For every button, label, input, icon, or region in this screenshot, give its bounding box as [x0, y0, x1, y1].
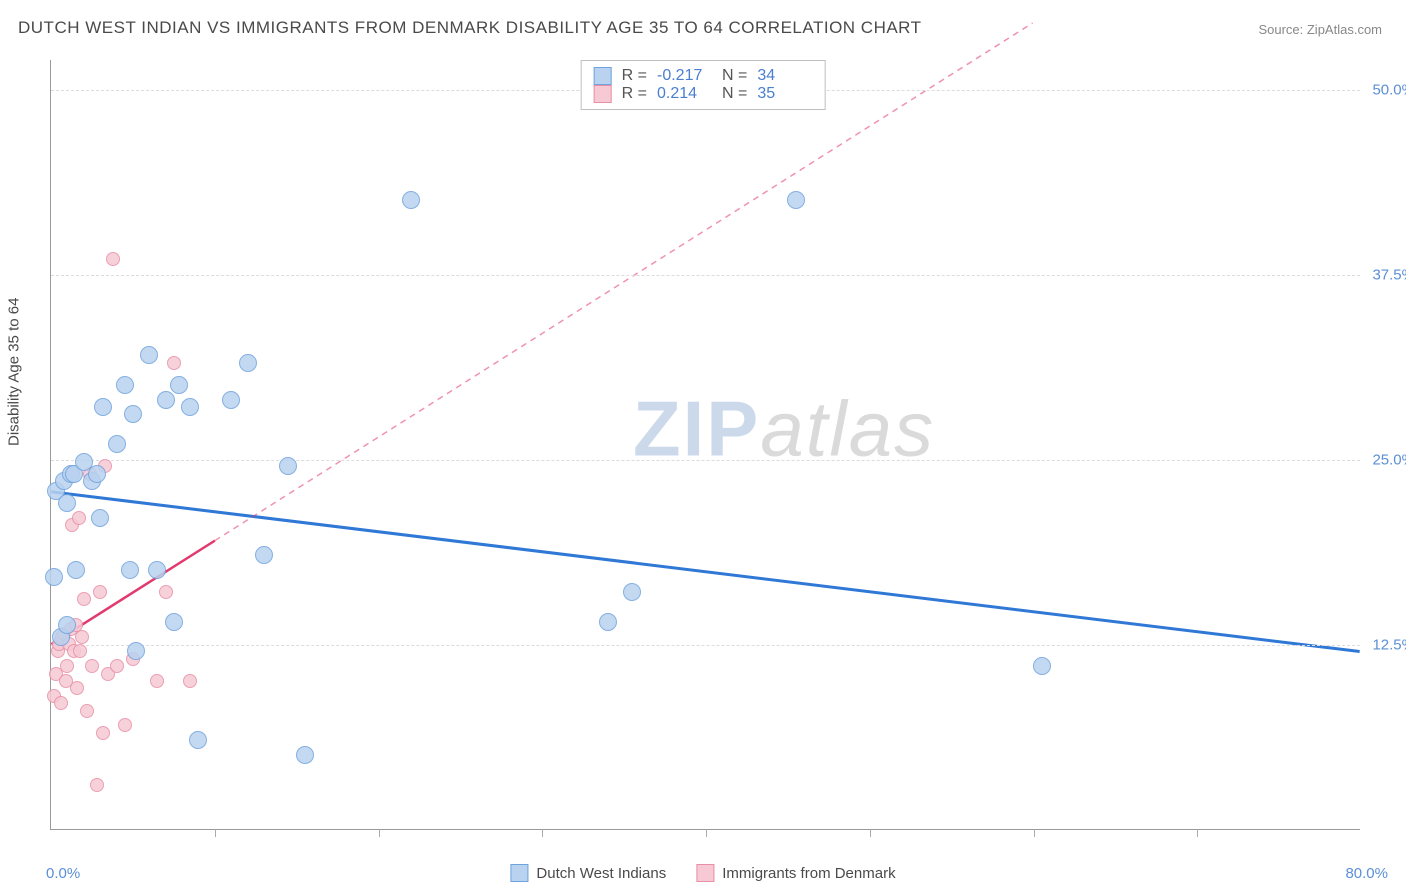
chart-title: DUTCH WEST INDIAN VS IMMIGRANTS FROM DEN… — [18, 18, 922, 38]
y-tick-label: 50.0% — [1372, 81, 1406, 98]
data-point — [70, 681, 84, 695]
data-point — [189, 731, 207, 749]
data-point — [72, 511, 86, 525]
data-point — [75, 630, 89, 644]
r-label: R = — [622, 67, 647, 85]
gridline — [51, 645, 1360, 646]
y-tick-label: 12.5% — [1372, 636, 1406, 653]
data-point — [279, 457, 297, 475]
data-point — [77, 592, 91, 606]
data-point — [45, 568, 63, 586]
legend-item: Dutch West Indians — [510, 864, 666, 882]
correlation-legend: R = -0.217 N = 34 R = 0.214 N = 35 — [581, 60, 826, 110]
data-point — [183, 674, 197, 688]
data-point — [159, 585, 173, 599]
data-point — [402, 191, 420, 209]
y-tick-label: 37.5% — [1372, 266, 1406, 283]
series-name: Immigrants from Denmark — [722, 865, 895, 882]
x-axis-min-label: 0.0% — [46, 865, 80, 882]
data-point — [150, 674, 164, 688]
data-point — [118, 718, 132, 732]
data-point — [787, 191, 805, 209]
data-point — [623, 583, 641, 601]
data-point — [93, 585, 107, 599]
legend-swatch — [594, 85, 612, 103]
data-point — [73, 644, 87, 658]
r-value: -0.217 — [657, 67, 712, 85]
x-tick — [379, 829, 380, 837]
x-tick — [870, 829, 871, 837]
x-tick — [1197, 829, 1198, 837]
data-point — [88, 465, 106, 483]
legend-swatch — [510, 864, 528, 882]
r-value: 0.214 — [657, 85, 712, 103]
data-point — [124, 405, 142, 423]
x-tick — [1034, 829, 1035, 837]
data-point — [96, 726, 110, 740]
data-point — [58, 494, 76, 512]
data-point — [222, 391, 240, 409]
data-point — [1033, 657, 1051, 675]
n-value: 34 — [757, 67, 812, 85]
y-tick-label: 25.0% — [1372, 451, 1406, 468]
data-point — [255, 546, 273, 564]
r-label: R = — [622, 85, 647, 103]
gridline — [51, 275, 1360, 276]
data-point — [157, 391, 175, 409]
x-tick — [215, 829, 216, 837]
legend-row: R = 0.214 N = 35 — [594, 85, 813, 103]
data-point — [80, 704, 94, 718]
data-point — [140, 346, 158, 364]
data-point — [239, 354, 257, 372]
data-point — [54, 696, 68, 710]
series-name: Dutch West Indians — [536, 865, 666, 882]
plot-area: ZIPatlas 12.5%25.0%37.5%50.0% — [50, 60, 1360, 830]
data-point — [106, 252, 120, 266]
data-point — [167, 356, 181, 370]
source-attribution: Source: ZipAtlas.com — [1258, 22, 1382, 37]
data-point — [165, 613, 183, 631]
legend-item: Immigrants from Denmark — [696, 864, 895, 882]
data-point — [148, 561, 166, 579]
data-point — [296, 746, 314, 764]
legend-swatch — [594, 67, 612, 85]
n-value: 35 — [757, 85, 812, 103]
x-tick — [542, 829, 543, 837]
data-point — [58, 616, 76, 634]
data-point — [91, 509, 109, 527]
trend-lines-layer — [51, 60, 1360, 829]
n-label: N = — [722, 85, 747, 103]
y-axis-label) label: Disability Age 35 to 64 — [6, 298, 23, 446]
data-point — [170, 376, 188, 394]
data-point — [90, 778, 104, 792]
watermark: ZIPatlas — [633, 384, 935, 475]
legend-row: R = -0.217 N = 34 — [594, 67, 813, 85]
legend-swatch — [696, 864, 714, 882]
n-label: N = — [722, 67, 747, 85]
data-point — [121, 561, 139, 579]
data-point — [108, 435, 126, 453]
data-point — [181, 398, 199, 416]
data-point — [116, 376, 134, 394]
data-point — [60, 659, 74, 673]
data-point — [94, 398, 112, 416]
x-axis-max-label: 80.0% — [1345, 865, 1388, 882]
series-legend: Dutch West Indians Immigrants from Denmar… — [510, 864, 895, 882]
data-point — [85, 659, 99, 673]
data-point — [599, 613, 617, 631]
data-point — [67, 561, 85, 579]
data-point — [110, 659, 124, 673]
gridline — [51, 460, 1360, 461]
x-tick — [706, 829, 707, 837]
data-point — [127, 642, 145, 660]
